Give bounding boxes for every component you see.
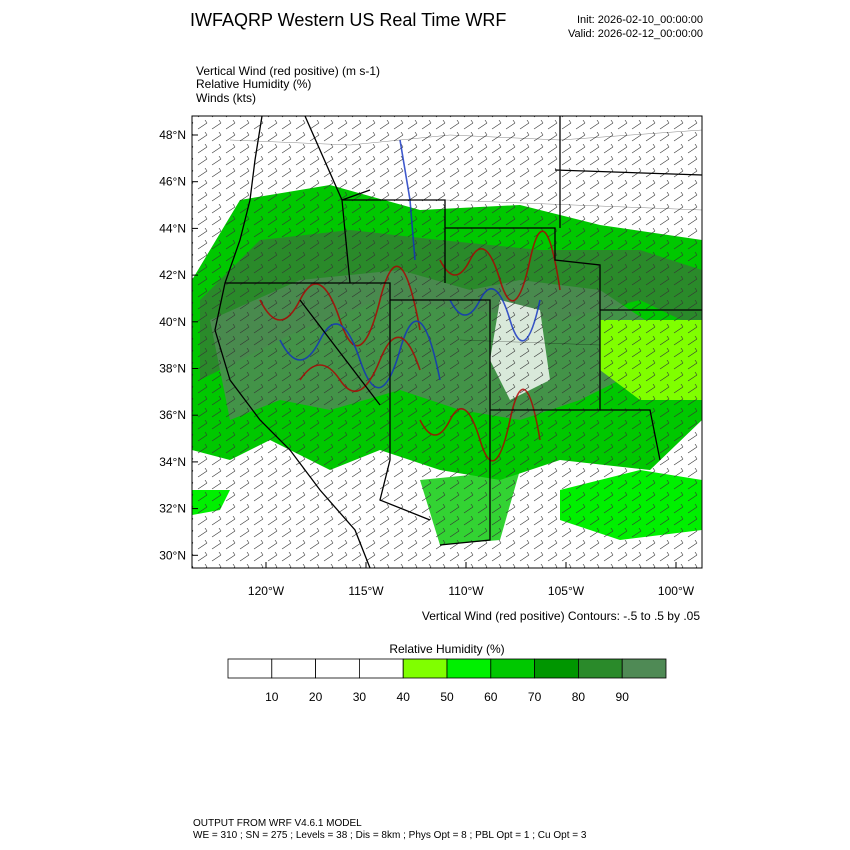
colorbar-label: 30 — [353, 690, 367, 704]
lat-label: 48°N — [159, 128, 186, 142]
lat-label: 32°N — [159, 502, 186, 516]
footer-config: WE = 310 ; SN = 275 ; Levels = 38 ; Dis … — [193, 830, 587, 841]
colorbar-title: Relative Humidity (%) — [389, 642, 504, 656]
field-label: Vertical Wind (red positive) (m s-1) — [196, 64, 380, 78]
colorbar-label: 10 — [265, 690, 279, 704]
colorbar-label: 90 — [616, 690, 630, 704]
contour-note: Vertical Wind (red positive) Contours: -… — [422, 609, 700, 623]
colorbar-box — [358, 658, 404, 679]
colorbar-label: 80 — [572, 690, 586, 704]
lat-label: 46°N — [159, 175, 186, 189]
colorbar-label: 70 — [528, 690, 542, 704]
colorbar-label: 60 — [484, 690, 498, 704]
colorbar-box — [578, 658, 623, 679]
lon-label: 115°W — [348, 584, 384, 598]
colorbar-box — [490, 658, 535, 679]
lat-label: 42°N — [159, 268, 186, 282]
lon-label: 105°W — [548, 584, 585, 598]
lat-label: 36°N — [159, 408, 186, 422]
lon-axis: 120°W 115°W 110°W 105°W 100°W — [248, 562, 695, 598]
lat-label: 44°N — [159, 221, 186, 235]
colorbar-label: 50 — [440, 690, 454, 704]
colorbar-label: 40 — [397, 690, 411, 704]
colorbar-box — [227, 658, 273, 679]
colorbar-box — [315, 658, 360, 679]
map — [192, 116, 702, 568]
colorbar-box — [621, 658, 667, 679]
field-label: Relative Humidity (%) — [196, 77, 311, 91]
map-frame — [191, 115, 703, 569]
colorbar: 10 20 30 40 50 60 70 80 90 — [227, 658, 667, 704]
lat-label: 30°N — [159, 548, 186, 562]
lon-label: 110°W — [448, 584, 484, 598]
lat-axis: 48°N 46°N 44°N 42°N 40°N 38°N 36°N 34°N 32°N 30°N — [159, 128, 198, 562]
lat-label: 38°N — [159, 362, 186, 376]
lat-label: 34°N — [159, 455, 186, 469]
lon-label: 100°W — [658, 584, 695, 598]
colorbar-box — [446, 658, 492, 679]
field-label: Winds (kts) — [196, 91, 256, 105]
init-time: Init: 2026-02-10_00:00:00 — [577, 14, 703, 26]
title: IWFAQRP Western US Real Time WRF — [190, 10, 506, 30]
colorbar-box — [271, 658, 316, 679]
lat-label: 40°N — [159, 315, 186, 329]
valid-time: Valid: 2026-02-12_00:00:00 — [568, 28, 703, 40]
colorbar-box — [534, 658, 579, 679]
footer-model: OUTPUT FROM WRF V4.6.1 MODEL — [193, 818, 362, 829]
lon-label: 120°W — [248, 584, 285, 598]
colorbar-label: 20 — [309, 690, 323, 704]
colorbar-box — [402, 658, 448, 679]
